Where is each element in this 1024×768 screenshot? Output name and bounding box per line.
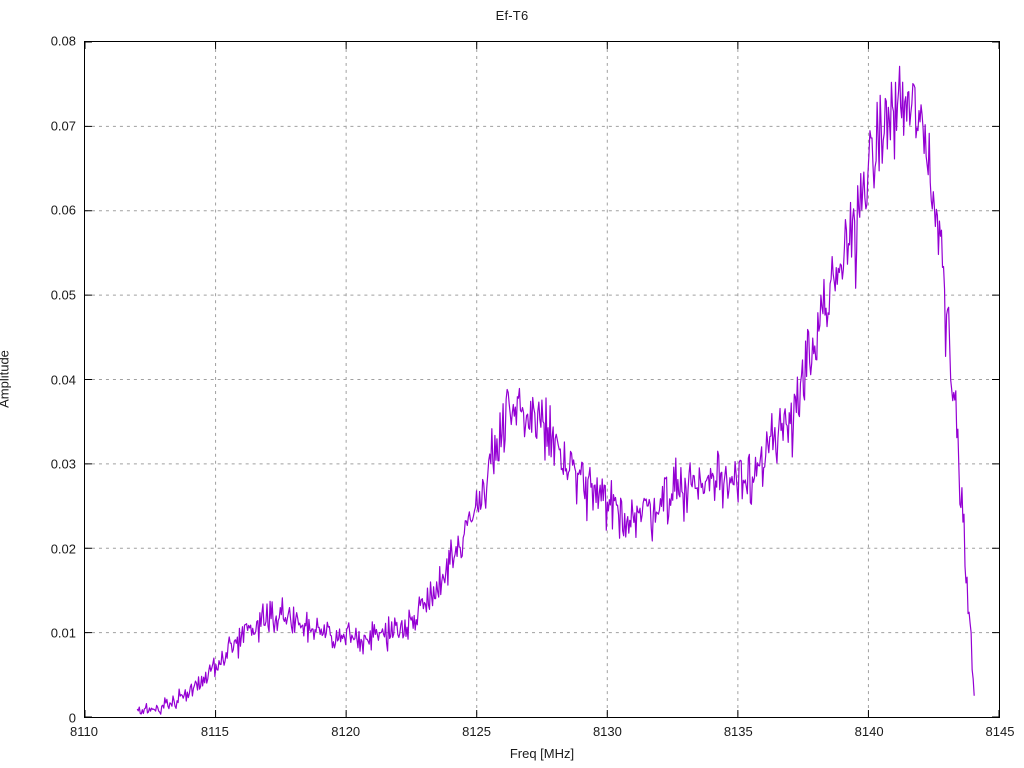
x-tick-label-1: 8115 <box>200 724 229 739</box>
y-tick-label-4: 0.04 <box>50 372 76 387</box>
chart-title: Ef-T6 <box>495 8 529 23</box>
x-tick-label-0: 8110 <box>70 724 98 739</box>
y-tick-label-8: 0.08 <box>50 33 76 49</box>
x-tick-label-7: 8145 <box>985 724 1015 739</box>
y-tick-label-0: 0 <box>68 710 76 726</box>
y-tick-label-7: 0.07 <box>50 118 76 134</box>
spectrum-trace <box>136 65 975 715</box>
x-axis-label: Freq [MHz] <box>509 746 575 761</box>
x-tick-label-3: 8125 <box>462 724 492 739</box>
y-tick-label-5: 0.05 <box>50 287 76 303</box>
y-tick-label-2: 0.02 <box>50 541 76 557</box>
y-tick-label-6: 0.06 <box>50 202 76 218</box>
x-tick-label-6: 8140 <box>854 724 884 739</box>
y-axis-tick-labels: 0 0.01 0.02 0.03 0.04 0.05 0.06 0.07 0.08 <box>0 34 76 726</box>
y-tick-label-3: 0.03 <box>50 456 76 472</box>
x-tick-label-5: 8135 <box>723 724 753 739</box>
x-axis-tick-labels: 8110 8115 8120 8125 8130 8135 8140 8145 <box>70 724 1014 744</box>
x-tick-label-2: 8120 <box>331 724 361 739</box>
x-tick-label-4: 8130 <box>592 724 622 739</box>
plot-area[interactable] <box>84 41 1000 718</box>
y-tick-label-1: 0.01 <box>50 625 76 641</box>
